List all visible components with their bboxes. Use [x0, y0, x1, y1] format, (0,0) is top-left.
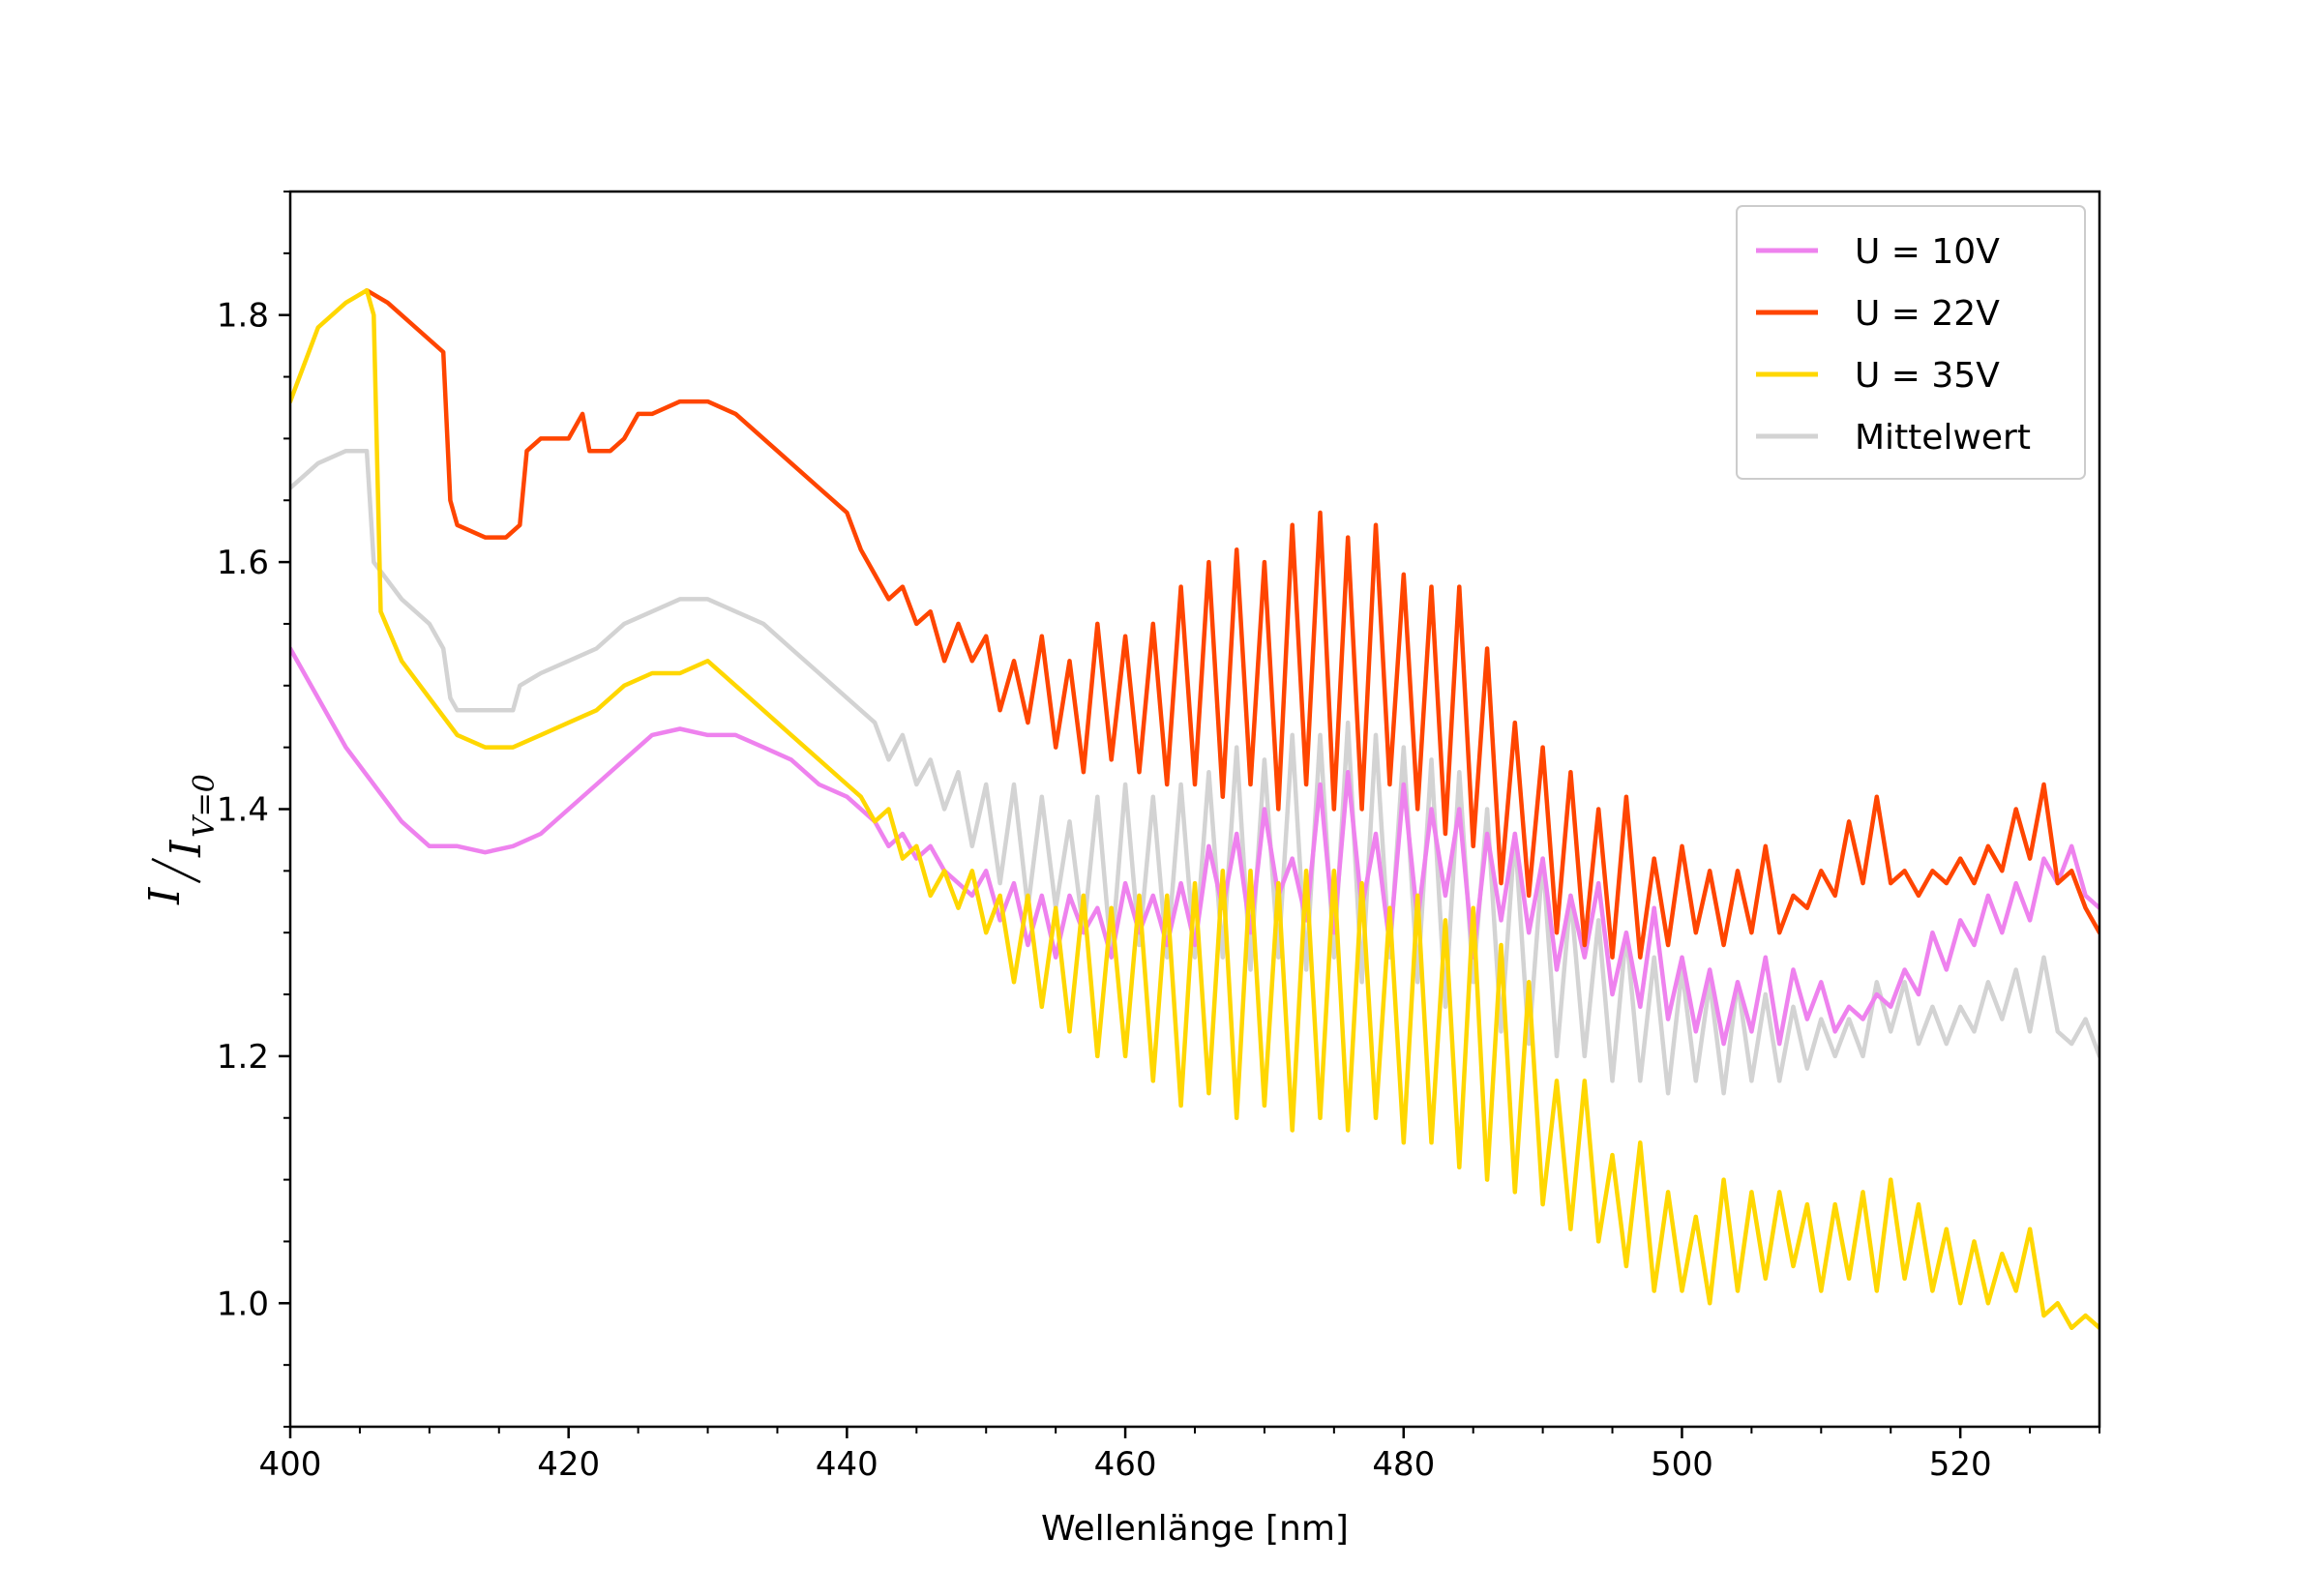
series-line-2 [364, 287, 2099, 960]
y-label-denominator: I [162, 839, 211, 858]
y-tick-label: 1.8 [217, 297, 269, 336]
y-tick-label: 1.0 [217, 1285, 269, 1323]
y-tick-label: 1.4 [217, 791, 269, 830]
y-label-numerator: I [140, 886, 190, 905]
x-tick-label: 500 [1651, 1445, 1713, 1484]
x-tick-label: 440 [816, 1445, 878, 1484]
y-label-subscript: V=0 [188, 774, 222, 838]
legend-label: U = 35V [1855, 356, 2000, 396]
legend-label: Mittelwert [1855, 418, 2031, 458]
x-axis-label: Wellenlänge [nm] [1041, 1509, 1349, 1549]
legend-label: U = 22V [1855, 294, 2000, 334]
series-line-3 [290, 287, 2099, 1331]
series-layer [290, 287, 2099, 1331]
x-axis: 400 420 440 460 480 500 520 [259, 1427, 2100, 1484]
x-tick-label: 480 [1372, 1445, 1435, 1484]
x-tick-label: 420 [537, 1445, 600, 1484]
x-tick-label: 460 [1094, 1445, 1157, 1484]
y-tick-label: 1.6 [217, 544, 269, 582]
y-axis-label: IIV=0 [140, 774, 222, 905]
axes-frame [288, 190, 2101, 1429]
series-line-1 [290, 646, 2099, 1047]
y-label-slash [151, 857, 201, 884]
series-line-4 [290, 448, 2099, 1096]
x-tick-label: 400 [259, 1445, 322, 1484]
y-tick-label: 1.2 [217, 1038, 269, 1077]
x-tick-label: 520 [1929, 1445, 1992, 1484]
legend-label: U = 10V [1855, 232, 2000, 272]
y-axis: 1.0 1.2 1.4 1.6 1.8 [217, 191, 290, 1428]
legend: U = 10V U = 22V U = 35V Mittelwert [1736, 205, 2086, 480]
legend-box [1736, 205, 2086, 480]
